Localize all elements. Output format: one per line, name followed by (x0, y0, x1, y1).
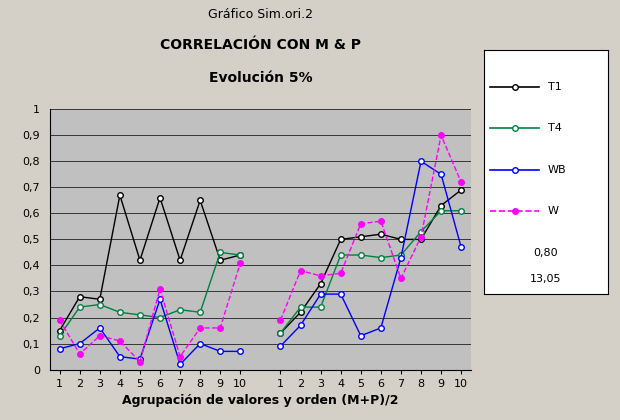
Text: Evolución 5%: Evolución 5% (208, 71, 312, 85)
Text: T1: T1 (548, 82, 562, 92)
Text: CORRELACIÓN CON M & P: CORRELACIÓN CON M & P (160, 38, 361, 52)
Text: T4: T4 (548, 123, 562, 134)
Text: W: W (548, 206, 559, 216)
Text: 0,80: 0,80 (533, 247, 558, 257)
Text: Gráfico Sim.ori.2: Gráfico Sim.ori.2 (208, 8, 313, 21)
Text: 13,05: 13,05 (530, 274, 561, 284)
Text: WB: WB (548, 165, 567, 175)
X-axis label: Agrupación de valores y orden (M+P)/2: Agrupación de valores y orden (M+P)/2 (122, 394, 399, 407)
